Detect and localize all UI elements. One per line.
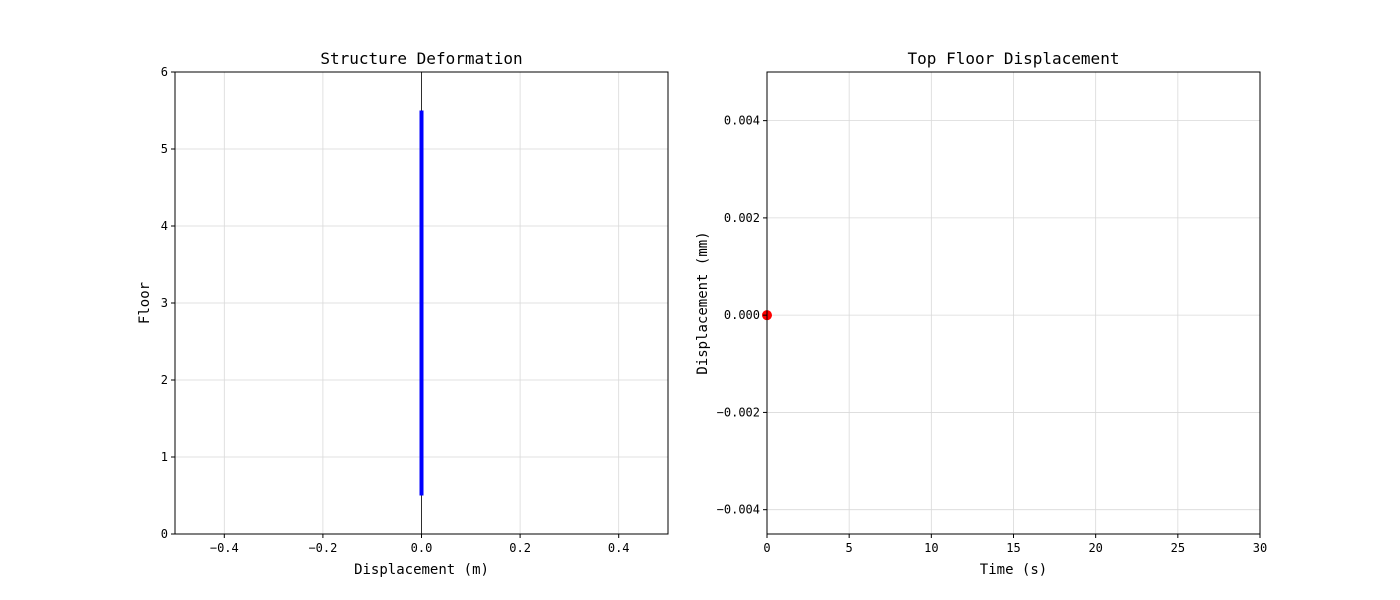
y-tick-label: 0.002 bbox=[724, 211, 760, 225]
x-tick-label: 0.4 bbox=[608, 541, 630, 555]
x-axis-label: Time (s) bbox=[980, 562, 1047, 578]
y-tick-label: 3 bbox=[161, 296, 168, 310]
chart-title: Top Floor Displacement bbox=[908, 49, 1120, 68]
x-tick-label: −0.4 bbox=[210, 541, 239, 555]
charts-container: −0.4 −0.2 0.0 0.2 0.4 0 1 2 3 4 5 6 Structure Deform… bbox=[137, 49, 1267, 578]
y-tick-label: 5 bbox=[161, 142, 168, 156]
x-axis-label: Displacement (m) bbox=[354, 562, 489, 578]
chart-2: 0 5 10 15 20 25 30 −0.004 −0.002 0.000 0.002 0.004 T… bbox=[695, 49, 1267, 578]
x-tick-label: 0.0 bbox=[411, 541, 433, 555]
y-axis-label: Displacement (mm) bbox=[695, 231, 711, 374]
x-tick-label: −0.2 bbox=[308, 541, 337, 555]
x-tick-label: 20 bbox=[1088, 541, 1102, 555]
y-tick-label: 2 bbox=[161, 373, 168, 387]
x-tick-label: 15 bbox=[1006, 541, 1020, 555]
y-tick-label: 6 bbox=[161, 65, 168, 79]
y-tick-label: −0.004 bbox=[717, 503, 760, 517]
x-tick-label: 0.2 bbox=[509, 541, 531, 555]
x-tick-label: 25 bbox=[1171, 541, 1185, 555]
y-tick-label: 1 bbox=[161, 450, 168, 464]
x-tick-label: 5 bbox=[846, 541, 853, 555]
y-tick-label: 0.004 bbox=[724, 114, 760, 128]
y-axis-label: Floor bbox=[137, 282, 153, 324]
chart-title: Structure Deformation bbox=[320, 49, 522, 68]
x-tick-label: 10 bbox=[924, 541, 938, 555]
y-tick-label: −0.002 bbox=[717, 405, 760, 419]
x-tick-label: 30 bbox=[1253, 541, 1267, 555]
x-tick-label: 0 bbox=[763, 541, 770, 555]
chart-1: −0.4 −0.2 0.0 0.2 0.4 0 1 2 3 4 5 6 Structure Deform… bbox=[137, 49, 669, 578]
y-tick-label: 0.000 bbox=[724, 308, 760, 322]
y-tick-label: 4 bbox=[161, 219, 168, 233]
y-tick-label: 0 bbox=[161, 527, 168, 541]
